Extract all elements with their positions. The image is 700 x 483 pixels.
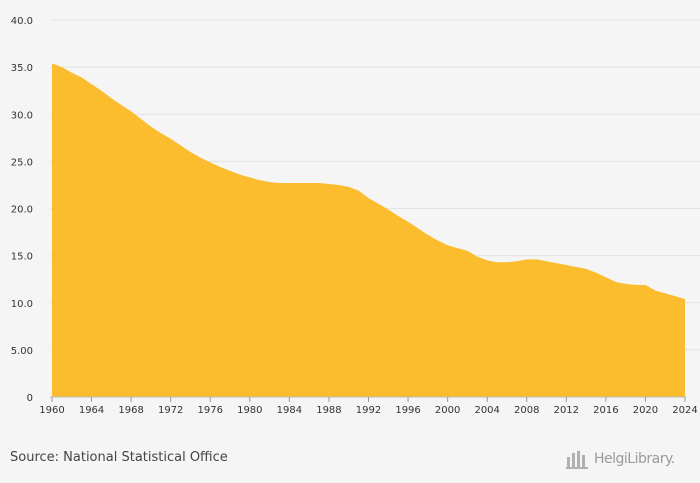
library-icon bbox=[566, 451, 588, 469]
y-tick-label: 10.0 bbox=[11, 299, 33, 310]
brand-name: HelgiLibrary. bbox=[594, 451, 675, 467]
y-tick-label: 30.0 bbox=[11, 110, 33, 121]
y-axis: 0 5.00 10.0 15.0 20.0 25.0 30.0 35.0 40.0 bbox=[11, 16, 33, 404]
x-tick-label: 1984 bbox=[277, 405, 302, 416]
y-tick-label: 5.00 bbox=[11, 346, 33, 357]
x-tick-label: 1968 bbox=[118, 405, 143, 416]
area-chart: 1960 1964 1968 1972 1976 1980 1984 1988 1992 1996… bbox=[11, 16, 700, 416]
x-tick-label: 1996 bbox=[395, 405, 420, 416]
y-tick-label: 15.0 bbox=[11, 252, 33, 263]
x-tick-label: 1988 bbox=[316, 405, 341, 416]
x-tick-label: 1980 bbox=[237, 405, 262, 416]
x-tick-label: 2000 bbox=[435, 405, 460, 416]
x-tick-label: 1992 bbox=[356, 405, 381, 416]
x-tick-label: 2012 bbox=[554, 405, 579, 416]
x-tick-label: 1960 bbox=[39, 405, 64, 416]
x-tick-label: 2016 bbox=[593, 405, 618, 416]
x-tick-label: 1976 bbox=[198, 405, 223, 416]
brand-logo[interactable]: HelgiLibrary. bbox=[566, 448, 692, 470]
y-tick-label: 0 bbox=[27, 393, 33, 404]
x-tick-label: 2024 bbox=[672, 405, 697, 416]
x-axis: 1960 1964 1968 1972 1976 1980 1984 1988 1992 1996… bbox=[39, 397, 698, 416]
x-tick-label: 2008 bbox=[514, 405, 539, 416]
x-tick-label: 1972 bbox=[158, 405, 183, 416]
x-tick-label: 2020 bbox=[633, 405, 658, 416]
area-series bbox=[52, 63, 685, 398]
y-tick-label: 40.0 bbox=[11, 16, 33, 27]
y-tick-label: 25.0 bbox=[11, 157, 33, 168]
y-tick-label: 35.0 bbox=[11, 63, 33, 74]
x-tick-label: 2004 bbox=[474, 405, 499, 416]
x-tick-label: 1964 bbox=[79, 405, 104, 416]
y-tick-label: 20.0 bbox=[11, 205, 33, 216]
source-text: Source: National Statistical Office bbox=[10, 450, 228, 465]
